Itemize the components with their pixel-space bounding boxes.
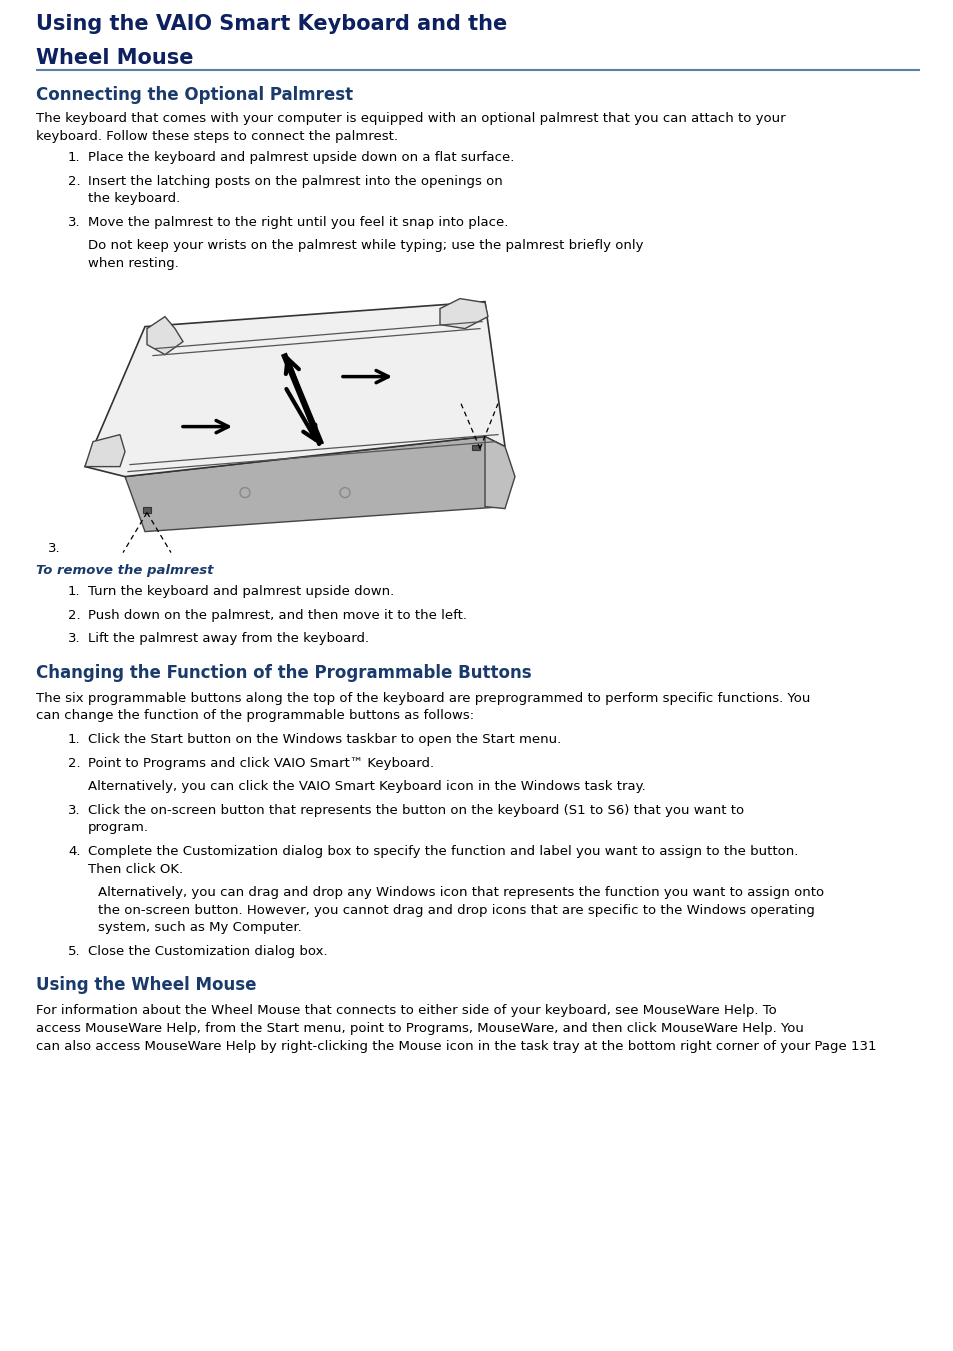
Text: 2.: 2. [68,757,81,770]
Text: 1.: 1. [68,734,81,746]
Text: Alternatively, you can drag and drop any Windows icon that represents the functi: Alternatively, you can drag and drop any… [98,886,823,898]
Text: 2.: 2. [68,174,81,188]
Text: Insert the latching posts on the palmrest into the openings on: Insert the latching posts on the palmres… [88,174,502,188]
Text: Changing the Function of the Programmable Buttons: Changing the Function of the Programmabl… [36,663,531,682]
Polygon shape [147,316,183,354]
Text: the on-screen button. However, you cannot drag and drop icons that are specific : the on-screen button. However, you canno… [98,904,814,916]
Text: The six programmable buttons along the top of the keyboard are preprogrammed to : The six programmable buttons along the t… [36,692,809,705]
Text: Move the palmrest to the right until you feel it snap into place.: Move the palmrest to the right until you… [88,216,508,228]
Polygon shape [439,299,488,328]
Text: Place the keyboard and palmrest upside down on a flat surface.: Place the keyboard and palmrest upside d… [88,151,514,165]
Text: To remove the palmrest: To remove the palmrest [36,563,213,577]
Text: 1.: 1. [68,151,81,165]
Text: Alternatively, you can click the VAIO Smart Keyboard icon in the Windows task tr: Alternatively, you can click the VAIO Sm… [88,780,645,793]
Text: Using the VAIO Smart Keyboard and the: Using the VAIO Smart Keyboard and the [36,14,507,34]
Text: the keyboard.: the keyboard. [88,192,180,205]
Text: Complete the Customization dialog box to specify the function and label you want: Complete the Customization dialog box to… [88,844,798,858]
Bar [143,507,151,512]
Text: access MouseWare Help, from the Start menu, point to Programs, MouseWare, and th: access MouseWare Help, from the Start me… [36,1021,803,1035]
Text: Push down on the palmrest, and then move it to the left.: Push down on the palmrest, and then move… [88,609,467,621]
Text: can change the function of the programmable buttons as follows:: can change the function of the programma… [36,709,474,723]
Bar [472,444,479,450]
Text: Do not keep your wrists on the palmrest while typing; use the palmrest briefly o: Do not keep your wrists on the palmrest … [88,239,643,253]
Text: Click the on-screen button that represents the button on the keyboard (S1 to S6): Click the on-screen button that represen… [88,804,743,817]
Text: Point to Programs and click VAIO Smart™ Keyboard.: Point to Programs and click VAIO Smart™ … [88,757,434,770]
Text: 3.: 3. [68,804,81,817]
Text: 2.: 2. [68,609,81,621]
Text: keyboard. Follow these steps to connect the palmrest.: keyboard. Follow these steps to connect … [36,130,397,143]
Polygon shape [484,436,515,508]
Polygon shape [125,436,504,531]
Text: Turn the keyboard and palmrest upside down.: Turn the keyboard and palmrest upside do… [88,585,394,598]
Polygon shape [85,301,504,477]
Text: 5.: 5. [68,944,81,958]
Text: Connecting the Optional Palmrest: Connecting the Optional Palmrest [36,86,353,104]
Text: can also access MouseWare Help by right-clicking the Mouse icon in the task tray: can also access MouseWare Help by right-… [36,1039,876,1052]
Text: 4.: 4. [68,844,80,858]
Text: system, such as My Computer.: system, such as My Computer. [98,921,301,935]
Text: 3.: 3. [68,632,81,646]
Text: The keyboard that comes with your computer is equipped with an optional palmrest: The keyboard that comes with your comput… [36,112,785,126]
Text: Using the Wheel Mouse: Using the Wheel Mouse [36,977,256,994]
Text: Close the Customization dialog box.: Close the Customization dialog box. [88,944,327,958]
Text: Click the Start button on the Windows taskbar to open the Start menu.: Click the Start button on the Windows ta… [88,734,560,746]
Polygon shape [85,435,125,466]
Text: Then click OK.: Then click OK. [88,862,183,875]
Text: 3.: 3. [68,216,81,228]
Text: For information about the Wheel Mouse that connects to either side of your keybo: For information about the Wheel Mouse th… [36,1004,776,1017]
Text: Wheel Mouse: Wheel Mouse [36,49,193,68]
Text: Lift the palmrest away from the keyboard.: Lift the palmrest away from the keyboard… [88,632,369,646]
Text: 1.: 1. [68,585,81,598]
Text: program.: program. [88,821,149,835]
Text: when resting.: when resting. [88,257,179,270]
Text: 3.: 3. [48,542,61,555]
